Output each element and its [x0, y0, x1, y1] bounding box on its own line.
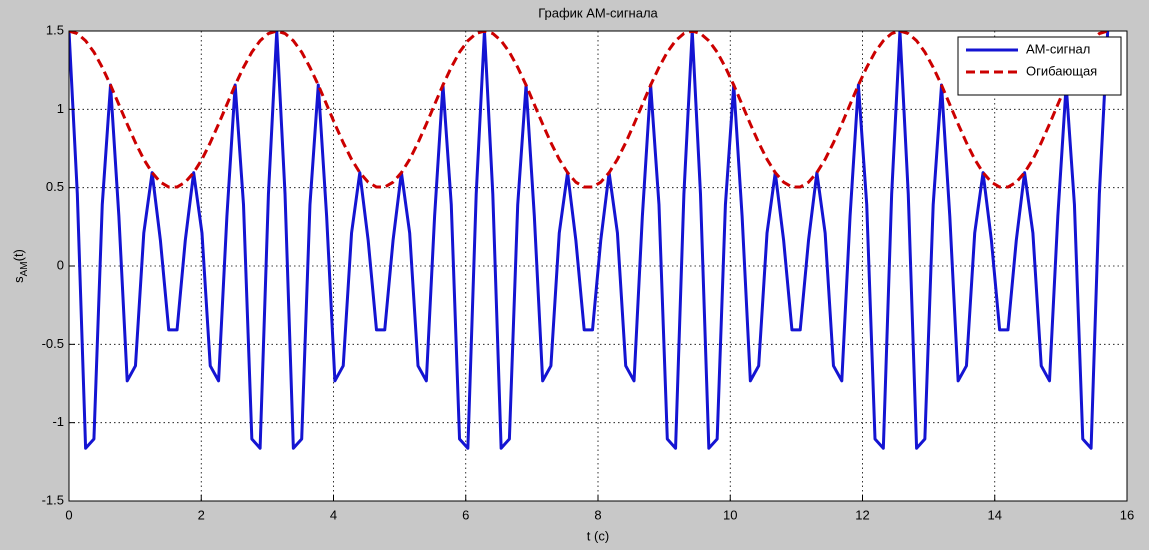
legend-label: АМ-сигнал: [1026, 41, 1090, 56]
x-tick-label: 2: [198, 507, 205, 522]
y-tick-label: 1: [57, 101, 64, 116]
y-tick-label: 0.5: [46, 179, 64, 194]
x-tick-label: 12: [855, 507, 869, 522]
x-tick-label: 16: [1120, 507, 1134, 522]
ticks: 0 2 4 6 8 10 12 14 16 -1.5 -1 -0.5 0 0.5 1 1.5: [42, 22, 1135, 522]
x-tick-label: 14: [988, 507, 1002, 522]
y-tick-label: -1.5: [42, 492, 64, 507]
x-tick-label: 10: [723, 507, 737, 522]
x-axis-label: t (c): [587, 528, 609, 543]
y-label-tail: (t): [11, 249, 26, 261]
series-line: [69, 31, 1110, 450]
y-tick-label: -0.5: [42, 336, 64, 351]
y-tick-label: -1: [52, 414, 64, 429]
y-tick-label: 0: [57, 257, 64, 272]
chart-title: График АМ-сигнала: [538, 5, 658, 20]
y-label-subscript: AM: [19, 261, 30, 276]
series-line: [69, 31, 1109, 189]
legend-box: [957, 36, 1122, 96]
x-tick-label: 0: [65, 507, 72, 522]
legend-label: Огибающая: [1026, 63, 1097, 78]
x-tick-label: 8: [594, 507, 601, 522]
y-axis-label: sAM(t): [11, 249, 29, 283]
plot-area: [69, 31, 1110, 450]
y-label-main: s: [11, 276, 26, 283]
x-tick-label: 4: [330, 507, 337, 522]
legend: АМ-сигнал Огибающая: [957, 36, 1122, 96]
y-tick-label: 1.5: [46, 22, 64, 37]
x-tick-label: 6: [462, 507, 469, 522]
